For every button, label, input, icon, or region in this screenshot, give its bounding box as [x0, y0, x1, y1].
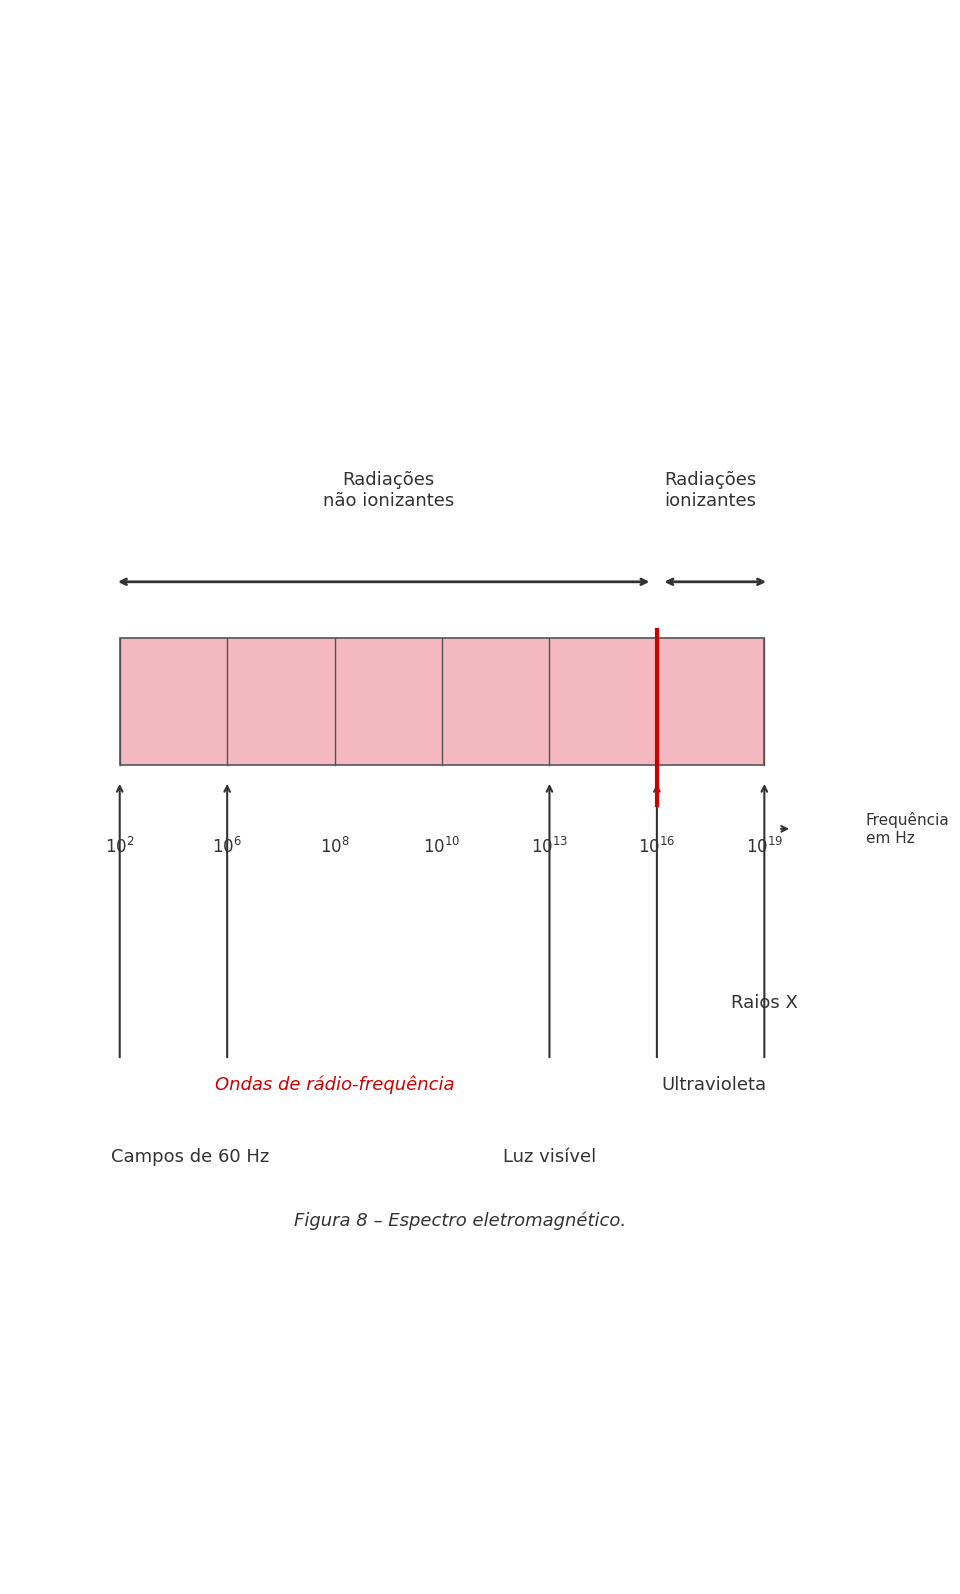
Text: Raios X: Raios X	[731, 995, 798, 1012]
Text: $10^{16}$: $10^{16}$	[638, 837, 676, 858]
Text: Radiações
ionizantes: Radiações ionizantes	[664, 472, 756, 510]
FancyBboxPatch shape	[120, 638, 764, 765]
Text: Figura 8 – Espectro eletromagnético.: Figura 8 – Espectro eletromagnético.	[295, 1211, 627, 1231]
Text: Ondas de rádio-frequência: Ondas de rádio-frequência	[215, 1076, 454, 1095]
Text: $10^{8}$: $10^{8}$	[320, 837, 349, 858]
Text: Frequência
em Hz: Frequência em Hz	[866, 813, 949, 845]
Text: $10^{10}$: $10^{10}$	[423, 837, 461, 858]
Text: Campos de 60 Hz: Campos de 60 Hz	[110, 1148, 269, 1165]
Text: $10^{19}$: $10^{19}$	[746, 837, 783, 858]
Text: $10^{13}$: $10^{13}$	[531, 837, 568, 858]
Text: $10^{6}$: $10^{6}$	[212, 837, 242, 858]
Text: Ultravioleta: Ultravioleta	[661, 1076, 767, 1093]
Text: Luz visível: Luz visível	[503, 1148, 596, 1165]
Text: Radiações
não ionizantes: Radiações não ionizantes	[323, 472, 454, 510]
Text: $10^{2}$: $10^{2}$	[105, 837, 134, 858]
